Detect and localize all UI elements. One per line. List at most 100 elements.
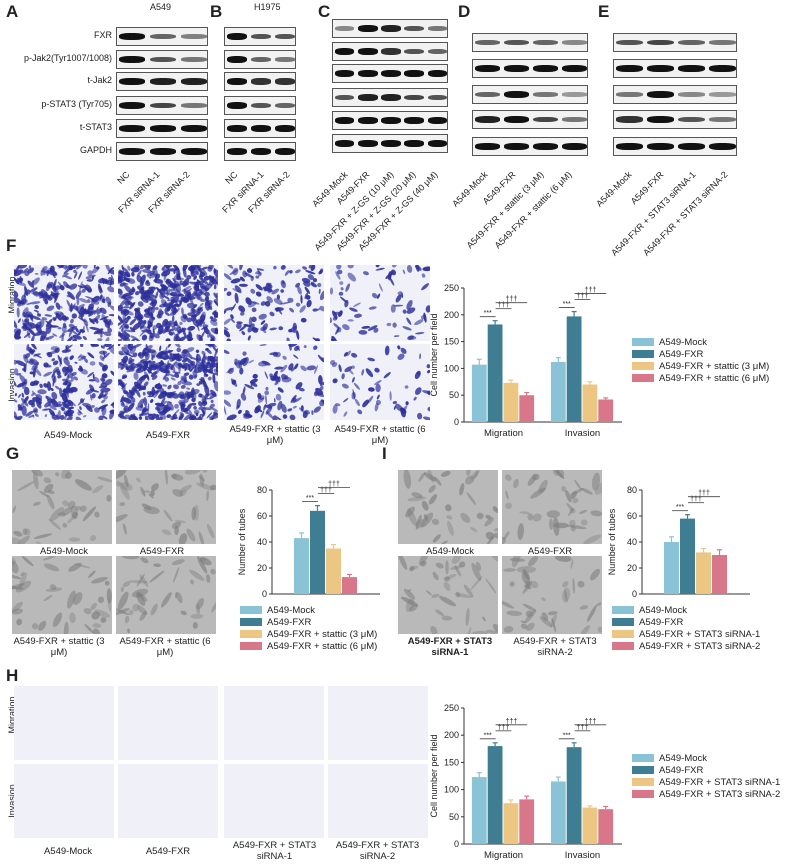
y-tick-label: 20 (257, 563, 267, 573)
cell-speck (73, 271, 78, 279)
cell-speck (45, 318, 53, 327)
bar (503, 382, 519, 422)
cell-speck (89, 326, 100, 331)
blot-strip (116, 27, 208, 46)
cell-speck (166, 401, 174, 411)
cell-speck (195, 349, 200, 354)
blot-band (427, 48, 447, 55)
cell-speck (198, 337, 203, 341)
cell-speck (405, 598, 415, 612)
transwell-image (224, 344, 324, 420)
significance-mark: *** (484, 310, 492, 317)
cell-speck (176, 592, 183, 604)
cell-speck (184, 470, 202, 475)
cell-speck (204, 393, 209, 399)
cell-speck (169, 374, 176, 378)
cell-speck (269, 352, 277, 356)
chart-f: 0 50 100 150 200 250 Cell number per field Migr… (429, 283, 622, 439)
cell-speck (87, 305, 90, 313)
cell-speck (441, 540, 448, 544)
cell-speck (403, 588, 416, 600)
cell-speck (164, 321, 175, 328)
cell-speck (189, 569, 205, 581)
cell-speck (13, 530, 23, 537)
cell-speck (135, 388, 141, 398)
cell-speck (293, 354, 299, 359)
cell-speck (154, 383, 163, 390)
cell-speck (189, 579, 195, 585)
blot-band (404, 25, 424, 32)
cell-speck (59, 387, 63, 397)
cell-speck (63, 267, 72, 275)
cell-speck (125, 271, 131, 278)
blot-band (533, 92, 558, 97)
cell-speck (402, 326, 412, 331)
cell-speck (43, 477, 52, 484)
cell-speck (119, 482, 130, 500)
cell-speck (14, 328, 21, 334)
cell-speck (466, 470, 472, 476)
cell-speck (290, 367, 295, 372)
cell-speck (553, 522, 569, 529)
cell-speck (195, 603, 201, 615)
cell-speck (61, 507, 73, 516)
significance-mark: *** (563, 301, 571, 308)
cell-speck (99, 355, 105, 362)
blot-strip (116, 142, 208, 161)
legend-entry: A549-FXR + STAT3 siRNA-2 (612, 640, 760, 652)
cell-speck (66, 390, 70, 398)
cell-speck (79, 344, 84, 348)
cell-speck (212, 310, 217, 315)
cell-speck (27, 346, 34, 355)
cell-speck (92, 373, 95, 380)
cell-speck (353, 382, 361, 390)
legend-swatch (240, 606, 262, 614)
transwell-image (224, 265, 324, 341)
cell-speck (97, 596, 105, 604)
cell-speck (151, 298, 158, 305)
cell-speck (423, 416, 430, 420)
cell-speck (348, 369, 354, 375)
cell-speck (43, 371, 53, 377)
y-tick-label: 0 (262, 589, 267, 599)
cell-speck (204, 368, 214, 374)
cell-speck (266, 411, 274, 419)
cell-speck (264, 300, 271, 307)
cell-speck (308, 265, 315, 269)
cell-speck (131, 588, 149, 598)
transwell-image (118, 265, 218, 341)
cell-speck (143, 490, 151, 493)
cell-speck (103, 350, 106, 358)
blot-band (226, 148, 248, 155)
cell-speck (280, 403, 287, 413)
cell-speck (73, 563, 91, 569)
cell-speck (101, 407, 107, 416)
cell-speck (572, 578, 575, 594)
legend-label: A549-FXR + STAT3 siRNA-1 (659, 776, 781, 788)
cell-speck (122, 523, 127, 535)
cell-speck (184, 367, 188, 371)
cell-speck (67, 399, 77, 407)
cell-speck (119, 502, 126, 507)
cell-speck (44, 414, 48, 418)
legend-swatch (612, 618, 634, 626)
cell-speck (425, 590, 432, 596)
blot-row-label: t-STAT3 (79, 122, 112, 132)
cell-speck (128, 609, 134, 616)
blot-band (334, 48, 355, 55)
significance-mark: ††† (690, 496, 702, 503)
transwell-image (330, 265, 430, 341)
cell-speck (362, 271, 370, 276)
significance-mark: ††† (577, 724, 589, 731)
cell-speck (402, 309, 407, 314)
cell-speck (38, 293, 44, 298)
cell-speck (61, 329, 71, 334)
cell-speck (107, 327, 113, 333)
cell-speck (171, 393, 179, 399)
cell-speck (125, 401, 136, 405)
cell-speck (242, 386, 246, 395)
cell-speck (102, 373, 108, 379)
cell-speck (27, 280, 35, 288)
cell-speck (14, 393, 17, 397)
cell-speck (22, 528, 28, 535)
